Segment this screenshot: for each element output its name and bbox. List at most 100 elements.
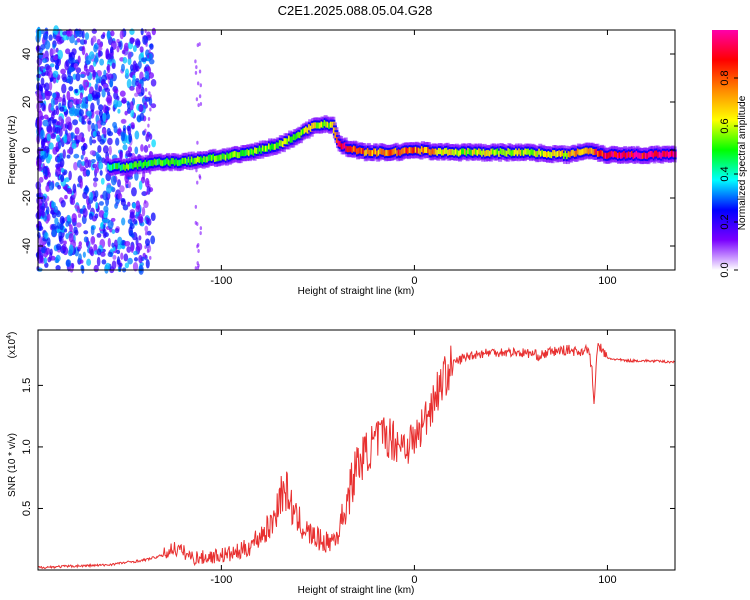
noise-cell <box>75 28 80 38</box>
noise-cell <box>60 200 66 208</box>
noise-cell <box>146 230 152 236</box>
noise-cell <box>107 237 111 248</box>
noise-cell <box>117 179 121 188</box>
noise-cell <box>127 257 133 265</box>
noise-cell <box>119 185 125 193</box>
noise-cell <box>147 218 152 226</box>
noise-cell <box>107 137 113 146</box>
noise-cell <box>40 129 45 140</box>
noise-cell <box>68 170 72 181</box>
noise-cell <box>131 187 137 197</box>
noise-cell <box>197 248 200 253</box>
colorbar-ticks: 0.0 0.2 0.4 0.6 0.8 <box>719 70 738 278</box>
y-tick-label: 1.0 <box>21 439 33 454</box>
noise-cell <box>128 226 133 237</box>
noise-cell <box>96 232 102 238</box>
noise-cell <box>194 204 198 209</box>
x-tick-label: 100 <box>598 574 616 586</box>
noise-cell <box>111 62 116 70</box>
noise-cell <box>92 35 97 43</box>
noise-cell <box>144 128 147 133</box>
x-tick-label: -100 <box>210 275 232 287</box>
noise-cell <box>121 217 126 226</box>
noise-cell <box>85 68 90 77</box>
noise-cell <box>195 65 198 70</box>
noise-cell <box>99 138 105 145</box>
noise-cell <box>135 63 139 72</box>
noise-cell <box>141 57 148 63</box>
noise-cell <box>66 189 73 195</box>
noise-cell <box>135 211 140 217</box>
noise-cell <box>110 217 116 222</box>
noise-cell <box>48 81 53 91</box>
noise-cell <box>147 143 151 148</box>
noise-cell <box>92 130 97 138</box>
noise-cell <box>58 235 62 242</box>
noise-cell <box>98 42 103 48</box>
noise-cell <box>197 263 200 268</box>
noise-cell <box>82 191 88 200</box>
noise-cell <box>55 166 62 177</box>
x-tick-label: 0 <box>411 574 417 586</box>
noise-cell <box>62 149 66 159</box>
noise-cell <box>76 38 81 43</box>
noise-cell <box>140 28 144 36</box>
noise-cell <box>94 123 99 133</box>
noise-cell <box>66 90 71 101</box>
noise-cell <box>83 230 89 235</box>
noise-cell <box>91 28 97 34</box>
y-tick-label: 20 <box>21 96 33 108</box>
noise-cell <box>126 246 132 253</box>
noise-cell <box>87 122 91 132</box>
noise-cell <box>93 44 98 53</box>
noise-cell <box>74 127 80 135</box>
snr-y-label: SNR (10 * v/v) <box>7 433 18 497</box>
noise-cell <box>44 169 48 178</box>
x-tick-label: 0 <box>411 275 417 287</box>
noise-cell <box>44 91 51 101</box>
noise-cell <box>38 86 43 91</box>
noise-cell <box>133 257 139 262</box>
noise-cell <box>195 168 198 173</box>
noise-cell <box>43 32 49 41</box>
noise-cell <box>88 213 93 220</box>
noise-cell <box>81 97 87 104</box>
noise-cell <box>44 231 49 240</box>
noise-cell <box>135 40 141 46</box>
noise-cell <box>111 229 116 234</box>
snr-line <box>37 343 675 570</box>
noise-cell <box>147 123 150 128</box>
noise-cell <box>141 206 146 217</box>
noise-cell <box>66 154 71 159</box>
noise-cell <box>69 224 73 233</box>
noise-cell <box>94 83 98 91</box>
noise-cell <box>48 34 53 41</box>
noise-cell <box>127 181 132 189</box>
noise-cell <box>88 51 95 60</box>
noise-cell <box>148 91 151 96</box>
noise-cell <box>82 251 86 258</box>
noise-cell <box>80 145 86 151</box>
noise-cell <box>98 104 104 111</box>
noise-cell <box>73 153 80 159</box>
noise-cell <box>112 121 117 129</box>
noise-cell <box>121 119 126 124</box>
noise-cell <box>48 181 55 191</box>
noise-cell <box>117 192 123 200</box>
noise-cell <box>100 177 105 185</box>
noise-cell <box>66 214 71 222</box>
noise-cell <box>131 78 137 88</box>
noise-cell <box>146 54 150 59</box>
snr-series <box>37 343 675 570</box>
noise-cell <box>196 43 200 48</box>
noise-cell <box>197 242 200 247</box>
snr-panel: -100 0 100 0.5 1.0 1.5 Height of straight li… <box>6 329 676 596</box>
noise-cell <box>83 236 89 243</box>
noise-cell <box>147 117 151 122</box>
noise-cell <box>69 67 75 72</box>
noise-cell <box>95 151 99 159</box>
noise-cell <box>102 228 107 239</box>
noise-cell <box>75 72 81 82</box>
noise-cell <box>142 35 149 46</box>
noise-cell <box>38 51 43 60</box>
